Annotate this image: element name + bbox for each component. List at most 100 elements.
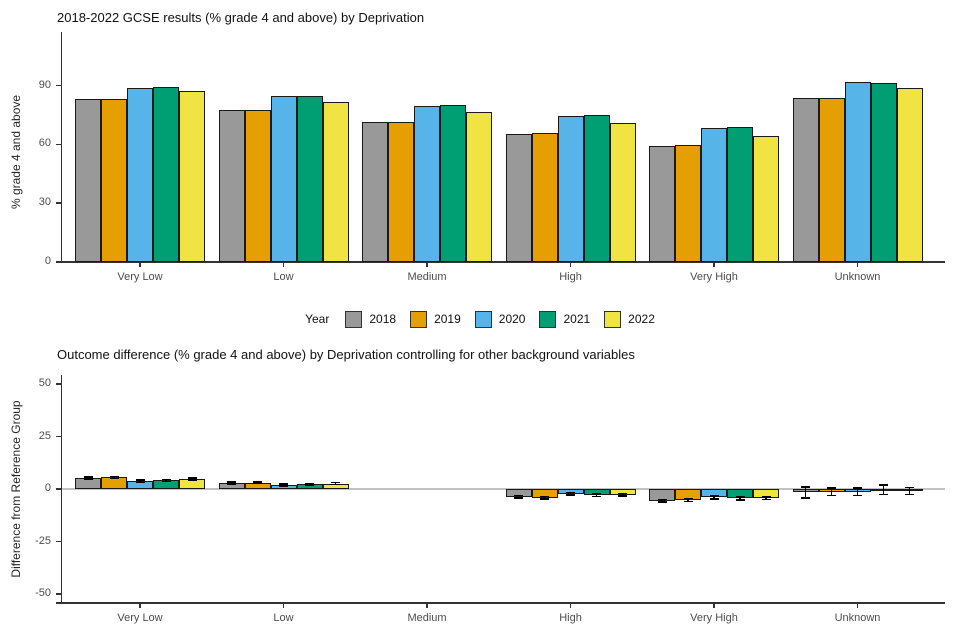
bar-2019-medium — [388, 121, 414, 262]
error-bar-cap — [761, 496, 771, 498]
bar-2018-medium — [362, 121, 388, 262]
error-bar-2022-very-low — [191, 478, 193, 481]
error-bar-cap — [83, 478, 93, 480]
y-axis-tick-label: -25 — [35, 534, 51, 547]
x-axis-tick — [713, 604, 715, 608]
bar-2018-high — [505, 133, 532, 262]
legend-label: 2020 — [498, 312, 526, 326]
error-bar-2021-low — [308, 483, 311, 485]
bar-2020-high — [557, 115, 584, 262]
bar-2018-very-low — [75, 99, 101, 262]
y-axis-tick-label: -50 — [35, 587, 51, 599]
error-bar-2021-very-low — [165, 479, 167, 482]
error-bar-cap — [683, 500, 693, 503]
error-bar-2021-very-high — [739, 496, 741, 500]
error-bar-cap — [801, 486, 810, 488]
error-bar-cap — [735, 496, 745, 498]
error-bar-cap — [657, 501, 667, 503]
error-bar-2022-low — [334, 482, 337, 485]
y-axis-line — [60, 32, 62, 262]
bar-2021-very-high — [727, 126, 753, 262]
error-bar-cap — [331, 481, 340, 484]
bar-2022-unknown — [896, 87, 923, 262]
y-axis-tick-label: 60 — [38, 137, 51, 150]
y-axis-tick — [55, 202, 61, 204]
x-axis-tick — [139, 263, 141, 267]
error-bar-cap — [618, 495, 627, 497]
x-axis-tick-label: Medium — [407, 271, 447, 283]
error-bar-cap — [187, 479, 197, 481]
x-axis-tick — [426, 604, 428, 608]
y-axis-tick-label: 25 — [38, 429, 51, 442]
bar-2018-very-high — [649, 146, 675, 262]
legend: Year 2018 2019 2020 2021 2022 — [0, 304, 960, 334]
chart-title: 2018-2022 GCSE results (% grade 4 and ab… — [57, 10, 425, 25]
error-bar-2020-very-low — [139, 480, 141, 483]
bar-2022-medium — [466, 112, 492, 262]
error-bar-2022-unknown — [908, 487, 911, 495]
y-axis-tick — [55, 488, 61, 490]
bar-2021-medium — [440, 105, 466, 262]
x-axis-line — [56, 261, 945, 263]
bar-2019-high — [531, 132, 558, 262]
error-bar-2020-low — [282, 484, 285, 486]
error-bar-cap — [905, 486, 914, 489]
error-bar-cap — [709, 495, 719, 497]
error-bar-2019-unknown — [830, 488, 833, 496]
error-bar-2021-unknown — [882, 485, 885, 495]
y-axis-tick — [55, 84, 61, 87]
x-axis-tick-label: High — [559, 271, 582, 283]
error-bar-cap — [135, 481, 145, 484]
x-axis-tick-label: Very High — [690, 612, 738, 624]
error-bar-cap — [879, 484, 888, 486]
error-bar-cap — [514, 497, 523, 499]
error-bar-cap — [514, 494, 523, 497]
error-bar-cap — [709, 498, 719, 500]
bar-2020-very-low — [127, 87, 153, 262]
error-bar-cap — [109, 477, 119, 480]
error-bar-2022-high — [621, 493, 624, 497]
error-bar-2019-very-low — [113, 476, 115, 479]
error-bar-cap — [566, 494, 575, 496]
x-axis-tick-label: Unknown — [834, 612, 881, 624]
y-axis-tick-label: 50 — [38, 377, 51, 389]
error-bar-cap — [683, 497, 693, 500]
error-bar-cap — [566, 491, 575, 494]
error-bar-cap — [657, 498, 667, 501]
error-bar-cap — [618, 492, 627, 495]
y-axis-tick — [55, 261, 61, 263]
error-bar-cap — [227, 483, 236, 485]
x-axis-tick — [282, 604, 285, 608]
chart-title: Outcome difference (% grade 4 and above)… — [57, 347, 635, 362]
bar-2019-unknown — [818, 98, 845, 262]
x-axis-tick — [856, 263, 859, 267]
error-bar-cap — [735, 499, 745, 501]
error-bar-2018-very-low — [87, 476, 89, 479]
error-bar-cap — [305, 484, 314, 486]
legend-label: 2021 — [563, 312, 591, 326]
y-axis-tick-label: 90 — [38, 78, 51, 91]
bar-2021-unknown — [870, 82, 897, 262]
legend-swatch-2020 — [474, 310, 492, 328]
bar-2022-very-low — [179, 91, 205, 262]
legend-label: 2022 — [628, 312, 655, 326]
y-axis-tick-label: 30 — [38, 196, 51, 209]
error-bar-cap — [279, 483, 288, 485]
bar-2019-very-high — [675, 145, 701, 262]
error-bar-cap — [592, 495, 601, 498]
error-bar-cap — [592, 493, 601, 495]
zero-reference-line — [62, 488, 945, 490]
error-bar-cap — [161, 480, 171, 483]
legend-swatch-2022 — [604, 310, 622, 328]
error-bar-cap — [827, 487, 836, 489]
bar-2022-high — [609, 122, 636, 262]
x-axis-tick — [856, 604, 859, 608]
error-bar-cap — [331, 483, 340, 486]
y-axis-tick-label: 0 — [44, 255, 51, 267]
error-bar-2020-high — [569, 492, 572, 496]
bar-2020-low — [270, 96, 297, 262]
x-axis-tick-label: Medium — [407, 612, 447, 624]
error-bar-cap — [279, 485, 288, 487]
